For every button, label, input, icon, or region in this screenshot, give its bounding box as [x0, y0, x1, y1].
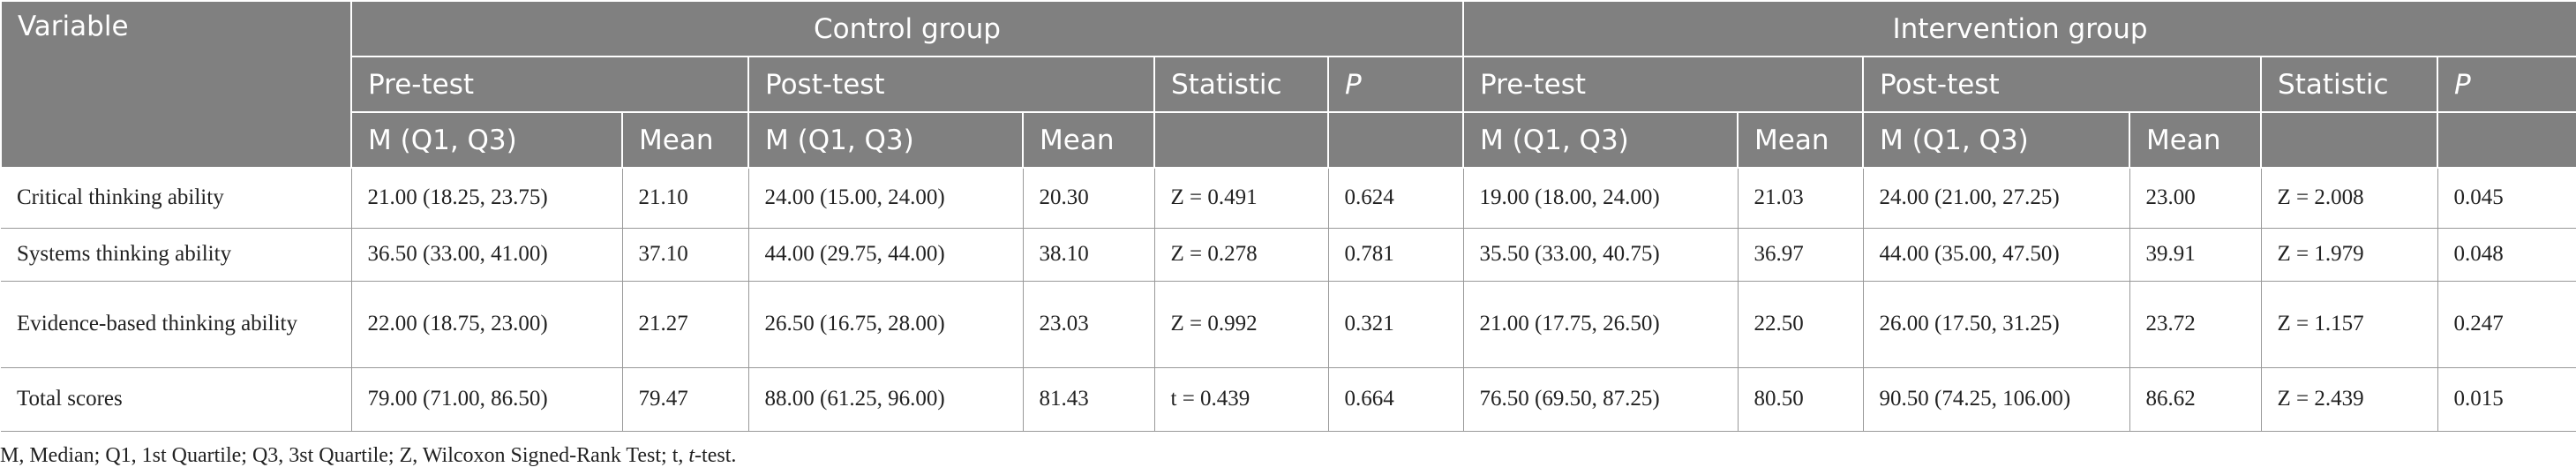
value-cell: 0.048 [2437, 228, 2576, 282]
value-cell: 36.97 [1737, 228, 1864, 282]
statistic-header: Statistic [2260, 56, 2439, 113]
value-cell: 79.47 [621, 367, 749, 432]
variable-cell: Systems thinking ability [1, 228, 352, 282]
value-cell: 39.91 [2129, 228, 2262, 282]
value-cell: Z = 2.439 [2260, 367, 2438, 432]
measure-header: M (Q1, Q3) [747, 111, 1024, 169]
header-row: M (Q1, Q3) Mean M (Q1, Q3) Mean M (Q1, Q3) Me… [1, 111, 2576, 169]
value-cell: 88.00 (61.25, 96.00) [747, 367, 1024, 432]
header-cell: Variable [0, 0, 352, 169]
value-cell: 26.50 (16.75, 28.00) [747, 281, 1024, 368]
empty-header [1153, 111, 1329, 169]
value-cell: 80.50 [1737, 367, 1864, 432]
data-row: Evidence-based thinking ability 22.00 (18… [1, 281, 2576, 368]
value-cell: Z = 0.278 [1153, 228, 1329, 282]
value-cell: 0.247 [2437, 281, 2576, 368]
value-cell: 76.50 (69.50, 87.25) [1462, 367, 1739, 432]
phase-header: Pre-test [1462, 56, 1865, 113]
value-cell: 21.10 [621, 168, 749, 229]
empty-header [1326, 111, 1465, 169]
value-cell: 21.03 [1737, 168, 1864, 229]
value-cell: 35.50 (33.00, 40.75) [1462, 228, 1739, 282]
value-cell: 21.00 (18.25, 23.75) [350, 168, 623, 229]
value-cell: 79.00 (71.00, 86.50) [350, 367, 623, 432]
value-cell: 44.00 (29.75, 44.00) [747, 228, 1024, 282]
data-row: Critical thinking ability 21.00 (18.25, 2… [1, 168, 2576, 229]
value-cell: 23.03 [1022, 281, 1155, 368]
value-cell: 22.00 (18.75, 23.00) [350, 281, 623, 368]
value-cell: 22.50 [1737, 281, 1864, 368]
measure-header: Mean [621, 111, 749, 169]
value-cell: 24.00 (15.00, 24.00) [747, 168, 1024, 229]
phase-header: Post-test [747, 56, 1155, 113]
value-cell: Z = 2.008 [2260, 168, 2438, 229]
value-cell: 38.10 [1022, 228, 1155, 282]
value-cell: 19.00 (18.00, 24.00) [1462, 168, 1739, 229]
measure-header: M (Q1, Q3) [350, 111, 623, 169]
empty-header [2260, 111, 2439, 169]
variable-cell: Total scores [1, 367, 352, 432]
p-header: P [1326, 56, 1465, 113]
value-cell: 21.27 [621, 281, 749, 368]
value-cell: Z = 0.491 [1153, 168, 1329, 229]
value-cell: 37.10 [621, 228, 749, 282]
table-body: Critical thinking ability 21.00 (18.25, 2… [1, 168, 2576, 432]
measure-header: M (Q1, Q3) [1862, 111, 2131, 169]
p-header: P [2437, 56, 2576, 113]
value-cell: 23.00 [2129, 168, 2262, 229]
footnote: M, Median; Q1, 1st Quartile; Q3, 3st Qua… [0, 444, 2576, 468]
value-cell: 36.50 (33.00, 41.00) [350, 228, 623, 282]
value-cell: 0.781 [1327, 228, 1464, 282]
value-cell: Z = 1.157 [2260, 281, 2438, 368]
value-cell: 44.00 (35.00, 47.50) [1862, 228, 2130, 282]
empty-header [2437, 111, 2576, 169]
value-cell: 20.30 [1022, 168, 1155, 229]
value-cell: 23.72 [2129, 281, 2262, 368]
header-row: Pre-test Post-test Statistic P Pre-test Post-… [1, 56, 2576, 113]
phase-header: Post-test [1862, 56, 2263, 113]
value-cell: Z = 0.992 [1153, 281, 1329, 368]
value-cell: 0.321 [1327, 281, 1464, 368]
footnote-text: M, Median; Q1, 1st Quartile; Q3, 3st Qua… [0, 444, 689, 467]
value-cell: 26.00 (17.50, 31.25) [1862, 281, 2130, 368]
variable-cell: Critical thinking ability [1, 168, 352, 229]
statistic-header: Statistic [1153, 56, 1329, 113]
data-row: Total scores 79.00 (71.00, 86.50) 79.47 88.… [1, 367, 2576, 432]
value-cell: Z = 1.979 [2260, 228, 2438, 282]
measure-header: Mean [1022, 111, 1155, 169]
measure-header: Mean [1737, 111, 1865, 169]
value-cell: t = 0.439 [1153, 367, 1329, 432]
value-cell: 0.045 [2437, 168, 2576, 229]
table-header: Variable Control group Intervention group P… [0, 0, 2576, 169]
value-cell: 90.50 (74.25, 106.00) [1862, 367, 2130, 432]
phase-header: Pre-test [350, 56, 749, 113]
measure-header: Mean [2129, 111, 2263, 169]
footnote-text: t [688, 444, 695, 467]
group-header: Control group [349, 0, 1465, 57]
measure-header: M (Q1, Q3) [1462, 111, 1739, 169]
value-cell: 81.43 [1022, 367, 1155, 432]
value-cell: 86.62 [2129, 367, 2262, 432]
value-cell: 0.015 [2437, 367, 2576, 432]
header-row: Variable Control group Intervention group [0, 0, 2576, 169]
value-cell: 24.00 (21.00, 27.25) [1862, 168, 2130, 229]
group-header: Intervention group [1462, 0, 2576, 57]
data-row: Systems thinking ability 36.50 (33.00, 41… [1, 228, 2576, 282]
value-cell: 21.00 (17.75, 26.50) [1462, 281, 1739, 368]
value-cell: 0.624 [1327, 168, 1464, 229]
value-cell: 0.664 [1327, 367, 1464, 432]
variable-cell: Evidence-based thinking ability [1, 281, 352, 368]
results-table: Variable Control group Intervention group P… [0, 0, 2576, 432]
footnote-text: -test. [695, 444, 737, 467]
